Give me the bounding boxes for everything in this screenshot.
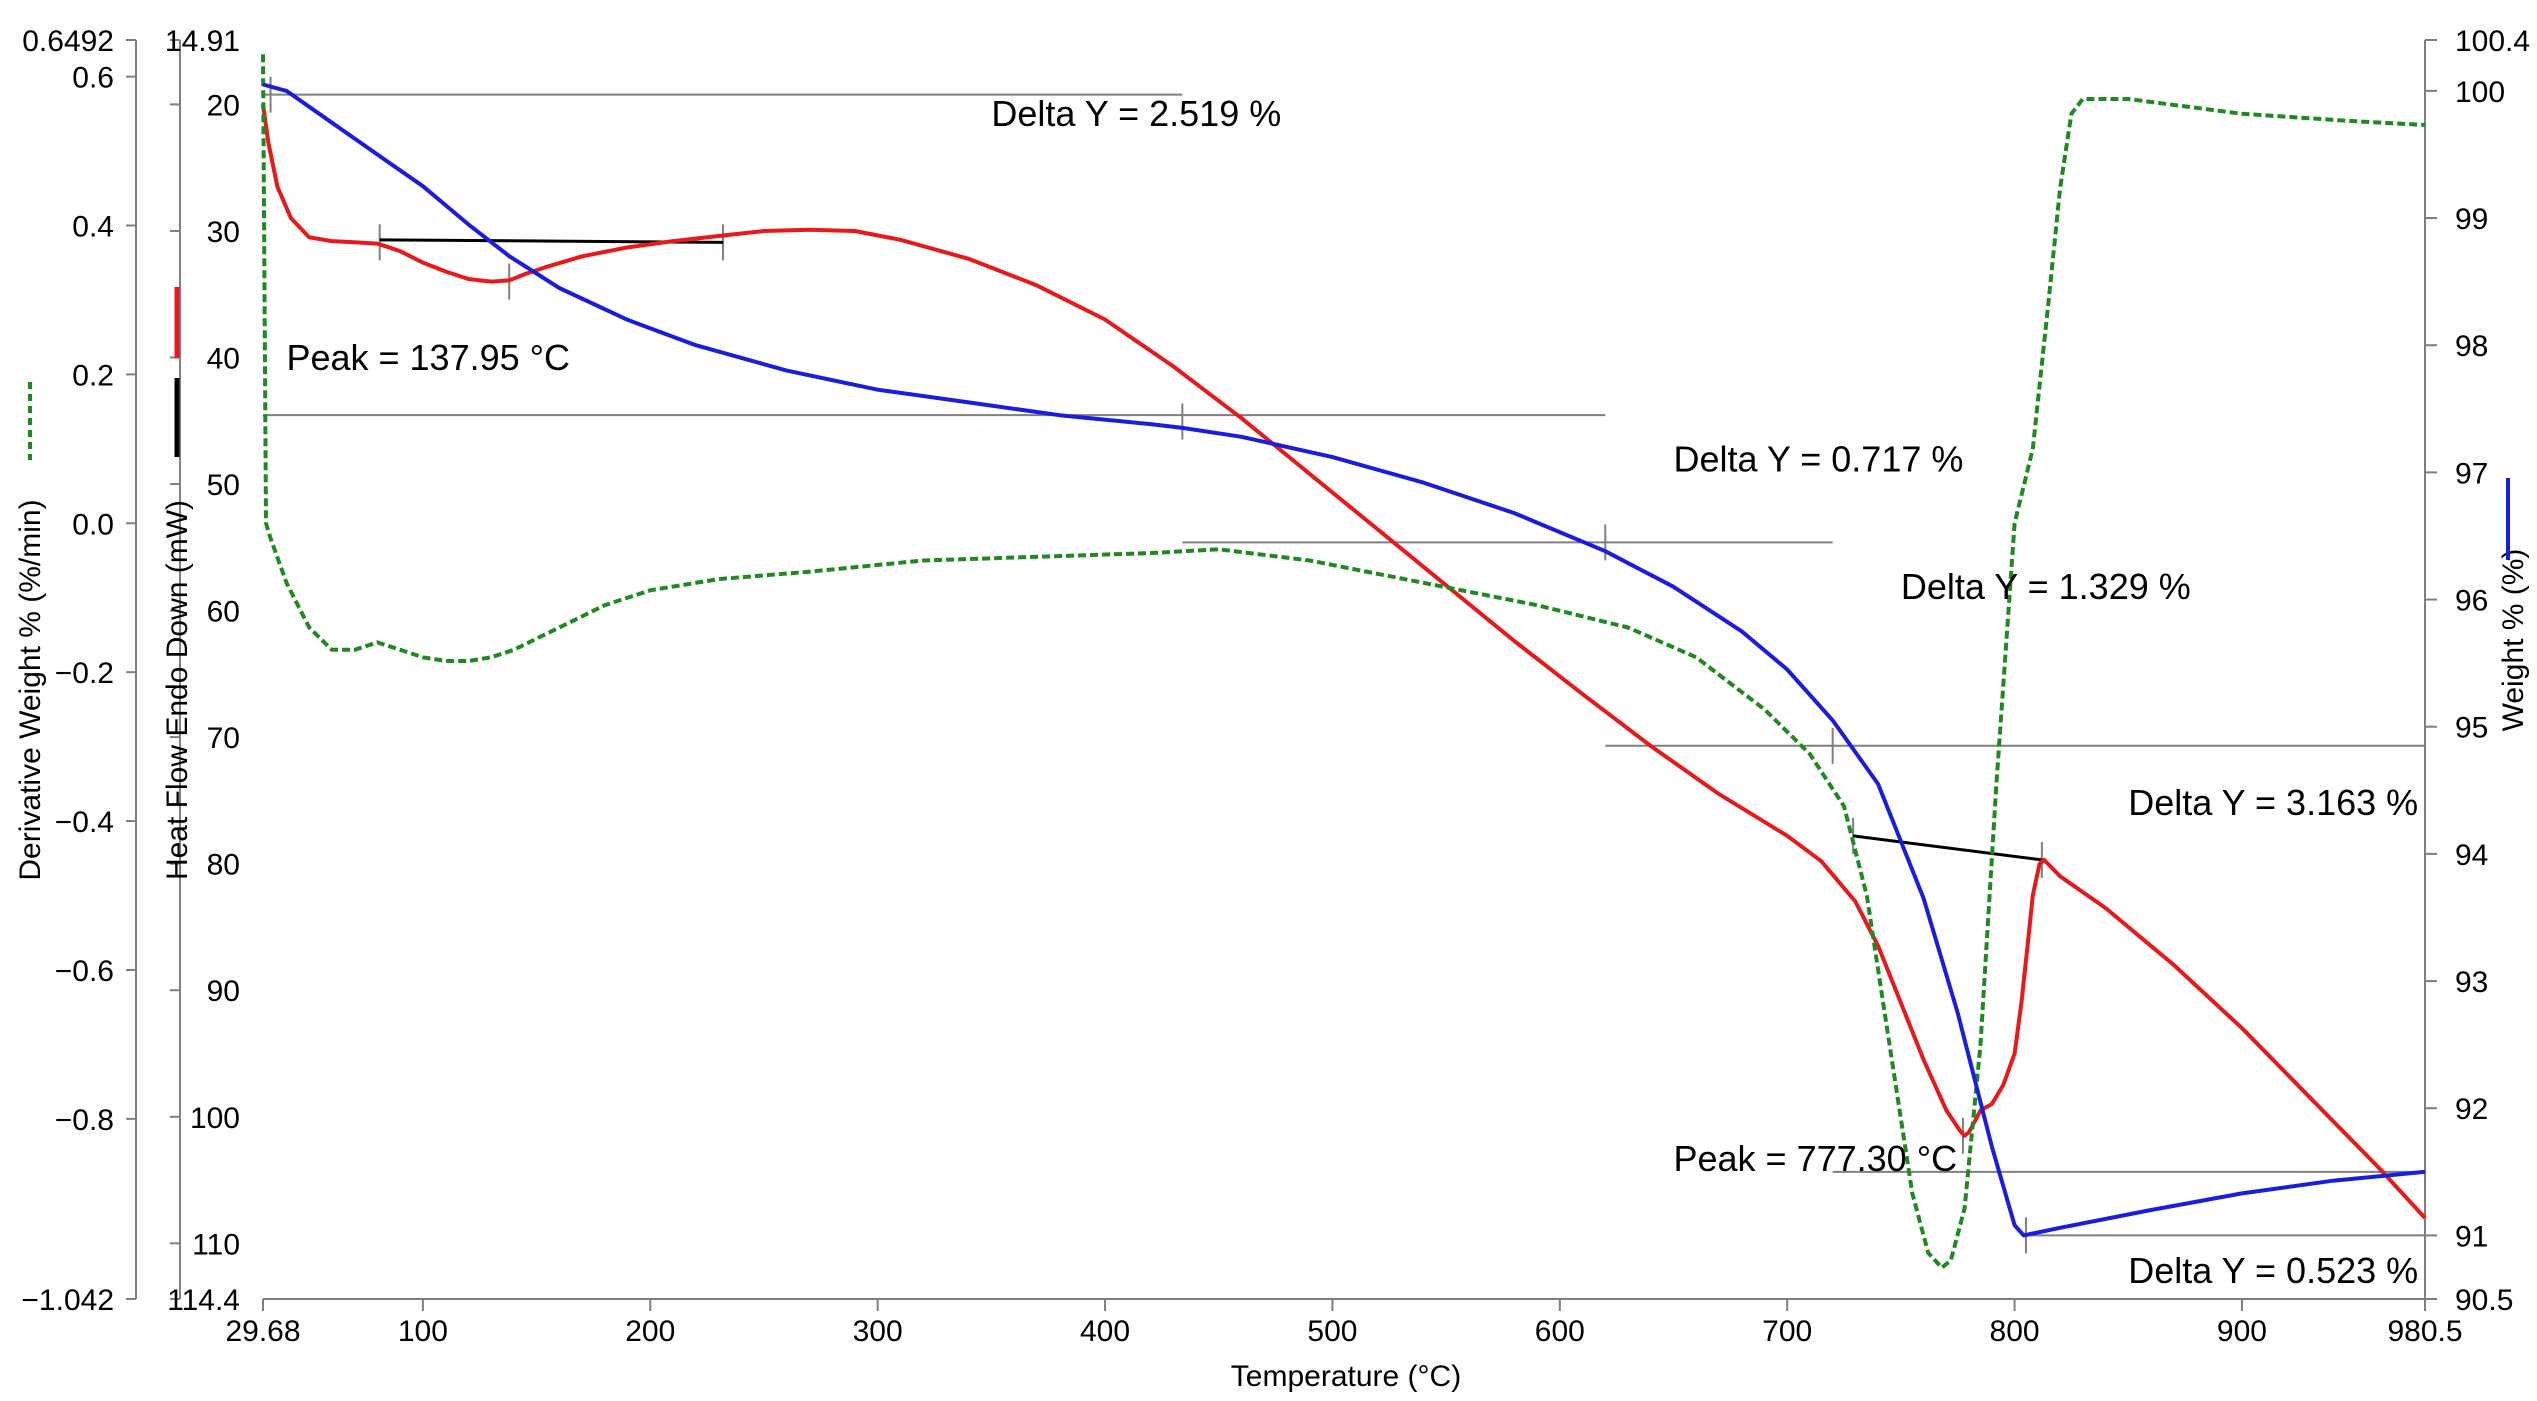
heat-flow-tick-label: 110: [192, 1228, 240, 1261]
weight-axis-title: Weight % (%): [2497, 549, 2530, 732]
weight-tick-label: 99: [2455, 203, 2488, 236]
heat-flow-tick-label: 20: [207, 89, 240, 122]
weight-tick-label: 90.5: [2455, 1284, 2513, 1317]
heat-flow-tick-label: 40: [207, 343, 240, 376]
weight-tick-label: 97: [2455, 457, 2488, 490]
x-tick-label: 980.5: [2387, 1315, 2462, 1348]
x-tick-label: 600: [1535, 1315, 1585, 1348]
x-tick-label: 200: [625, 1315, 675, 1348]
derivative-tick-label: 0.4: [72, 211, 114, 244]
x-axis-title: Temperature (°C): [1231, 1360, 1461, 1393]
derivative-tick-label: 0.6: [72, 62, 114, 95]
x-tick-label: 300: [853, 1315, 903, 1348]
heat-flow-tick-label: 90: [207, 975, 240, 1008]
derivative-tick-label: 0.6492: [22, 25, 114, 58]
derivative-tick-label: −0.6: [55, 955, 114, 988]
x-tick-label: 900: [2217, 1315, 2267, 1348]
annotation-label: Delta Y = 3.163 %: [2128, 782, 2418, 823]
weight-tick-label: 100: [2455, 76, 2505, 109]
derivative-tick-label: −0.2: [55, 657, 114, 690]
heat-flow-tick-label: 50: [207, 469, 240, 502]
derivative-series-line: [261, 54, 2426, 1270]
x-tick-label: 500: [1307, 1315, 1357, 1348]
weight-tick-label: 98: [2455, 330, 2488, 363]
weight-tick-label: 96: [2455, 585, 2488, 618]
annotation-label: Peak = 777.30 °C: [1674, 1138, 1958, 1179]
weight-tick-label: 93: [2455, 966, 2488, 999]
derivative-tick-label: −0.8: [55, 1104, 114, 1137]
x-tick-label: 700: [1762, 1315, 1812, 1348]
derivative-tick-label: 0.0: [72, 508, 114, 541]
x-tick-label: 29.68: [225, 1315, 300, 1348]
x-tick-label: 400: [1080, 1315, 1130, 1348]
annotation-label: Delta Y = 0.717 %: [1674, 439, 1964, 480]
heat-flow-tick-label: 114.4: [167, 1284, 240, 1317]
peak-baseline: [1852, 834, 2043, 862]
weight-series-line: [262, 82, 2426, 1238]
x-tick-label: 800: [1990, 1315, 2040, 1348]
annotation-label: Delta Y = 0.523 %: [2128, 1250, 2418, 1291]
weight-tick-label: 94: [2455, 839, 2488, 872]
x-tick-label: 100: [398, 1315, 448, 1348]
heat-flow-tick-label: 80: [207, 849, 240, 882]
weight-tick-label: 91: [2455, 1220, 2488, 1253]
heat-flow-tick-label: 14.91: [165, 25, 240, 58]
weight-tick-label: 100.4: [2455, 25, 2530, 58]
heat-flow-tick-label: 30: [207, 216, 240, 249]
heat-flow-tick-label: 100: [190, 1102, 240, 1135]
weight-tick-label: 95: [2455, 712, 2488, 745]
annotation-label: Delta Y = 1.329 %: [1901, 566, 2191, 607]
heat-flow-tick-label: 60: [207, 596, 240, 629]
derivative-axis-title: Derivative Weight % (%/min): [14, 499, 47, 880]
annotation-label: Delta Y = 2.519 %: [991, 93, 1281, 134]
annotation-label: Peak = 137.95 °C: [286, 337, 570, 378]
derivative-tick-label: 0.2: [72, 359, 114, 392]
heat-flow-axis-title: Heat Flow Endo Down (mW): [161, 500, 194, 880]
heat-flow-tick-label: 70: [207, 722, 240, 755]
heat_flow-series-line: [261, 104, 2427, 1220]
weight-tick-label: 92: [2455, 1093, 2488, 1126]
derivative-tick-label: −1.042: [21, 1284, 114, 1317]
derivative-tick-label: −0.4: [55, 806, 114, 839]
